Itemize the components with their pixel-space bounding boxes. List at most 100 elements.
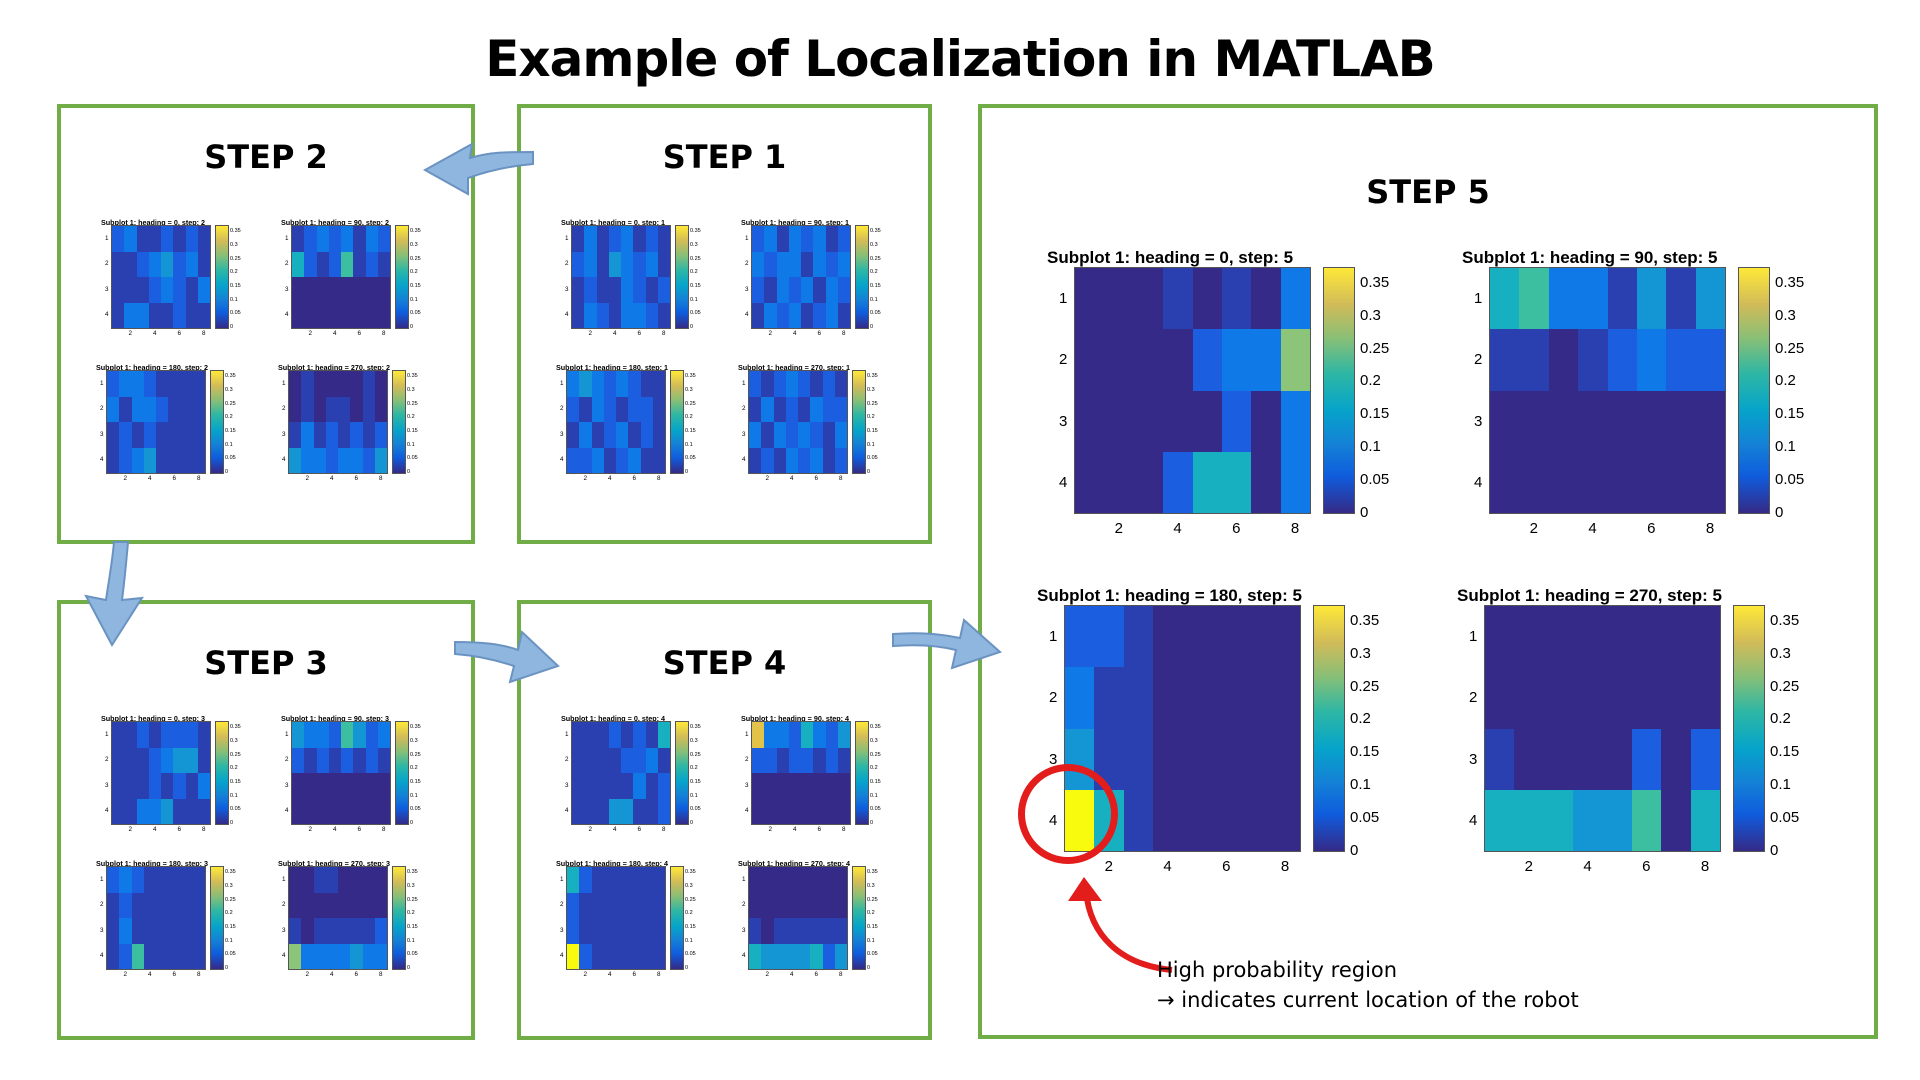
colorbar-tick-label: 0.35 [870,228,881,235]
subplot-title: Subplot 1: heading = 180, step: 4 [556,859,669,868]
colorbar-tick-label: 0.25 [870,255,881,262]
heatmap-cell [657,773,670,799]
colorbar-tick-label: 0.35 [225,869,236,876]
heatmap-cell [353,251,366,277]
x-tick-label: 8 [201,330,206,337]
x-tick-label: 6 [177,826,181,833]
heatmap-cell [798,867,811,893]
heatmap-cell [341,722,354,748]
heatmap-cell [1182,606,1212,668]
colorbar-tick-label: 0 [407,469,411,475]
colorbar [215,225,229,329]
heatmap-cell [374,943,387,969]
heatmap-cell [776,798,789,824]
y-tick-label: 1 [285,234,289,242]
heatmap-cell [628,371,641,397]
heatmap-cell [301,943,314,969]
colorbar-tick-label: 0.25 [1775,339,1805,357]
heatmap-cell [173,798,186,824]
heatmap-cell [1133,329,1164,391]
heatmap-cell [1153,789,1183,851]
heatmap-cell [621,798,634,824]
x-tick-label: 2 [583,971,587,978]
heatmap-cell [810,447,823,473]
y-tick-label: 1 [282,875,286,883]
heatmap-cell [377,277,390,303]
x-tick-label: 6 [357,826,361,833]
heatmap-cell [1192,390,1222,452]
heatmap-cell [633,773,646,799]
heatmap-cell [143,867,156,893]
colorbar-tick-label: 0.3 [410,241,418,248]
x-tick-label: 6 [632,971,636,978]
y-tick-label: 1 [282,379,286,387]
heatmap-cell [640,422,653,448]
colorbar-tick-label: 0 [410,820,414,826]
heatmap-cell [752,302,765,328]
heatmap-cell [328,302,341,328]
x-tick-label: 4 [152,330,157,337]
heatmap-cell [131,918,144,944]
heatmap-cell [1607,390,1637,452]
heatmap-cell [1631,789,1662,851]
colorbar-tick-label: 0.15 [685,427,696,434]
heatmap-cell [645,722,658,748]
y-tick-label: 1 [105,730,109,738]
heatmap-cell [1104,451,1134,513]
y-tick-label: 3 [1049,750,1058,768]
colorbar-tick-label: 0.2 [1775,372,1796,390]
heatmap-cell [579,447,592,473]
heatmap-cell [773,447,786,473]
subplot-title: Subplot 1: heading = 270, step: 3 [278,859,391,868]
heatmap-cell [645,798,658,824]
heatmap-cell [374,918,387,944]
colorbar-tick-label: 0.05 [870,310,881,317]
heatmap-cell [161,722,174,748]
heatmap-cell [325,371,338,397]
heatmap-cell [591,396,604,422]
heatmap-cell [192,447,205,473]
x-tick-label: 4 [329,971,334,978]
colorbar [852,370,866,474]
heatmap-cell [112,251,125,277]
heatmap-cell [292,302,305,328]
heatmap-cell [657,302,670,328]
heatmap-cell [825,773,838,799]
heatmap-cell [328,798,341,824]
colorbar-tick-label: 0.1 [690,296,698,303]
heatmap-cell [837,251,850,277]
heatmap-cell [761,867,774,893]
heatmap-cell [785,918,798,944]
x-tick-label: 2 [1104,858,1113,875]
heatmap-cell [197,251,210,277]
heatmap-cell [161,773,174,799]
colorbar-tick-label: 0.2 [1350,710,1371,728]
x-tick-label: 6 [354,475,358,482]
heatmap-cell [764,251,777,277]
x-tick-label: 8 [381,826,386,833]
colorbar-tick-label: 0.25 [690,255,701,262]
heatmap-cell [289,867,302,893]
heatmap-cell [628,943,641,969]
heatmap-cell [616,371,629,397]
heatmap-cell [633,277,646,303]
heatmap-cell [353,747,366,773]
heatmap-cell [773,371,786,397]
colorbar-tick-label: 0.25 [870,751,881,758]
heatmap-cell [365,226,378,252]
colorbar-tick-label: 0.15 [685,923,696,930]
heatmap-cell [813,302,826,328]
heatmap-cell [567,943,580,969]
y-tick-label: 1 [745,730,749,738]
y-tick-label: 3 [560,430,564,438]
heatmap-cell [338,918,351,944]
colorbar-tick-label: 0 [225,965,229,971]
colorbar [395,721,409,825]
heatmap-cell [596,302,609,328]
colorbar-tick-label: 0.35 [410,724,421,731]
heatmap-cell [289,918,302,944]
colorbar-tick-label: 0 [407,965,411,971]
y-tick-label: 4 [282,952,286,960]
y-tick-label: 3 [745,781,749,789]
heatmap-cell [1123,667,1154,729]
